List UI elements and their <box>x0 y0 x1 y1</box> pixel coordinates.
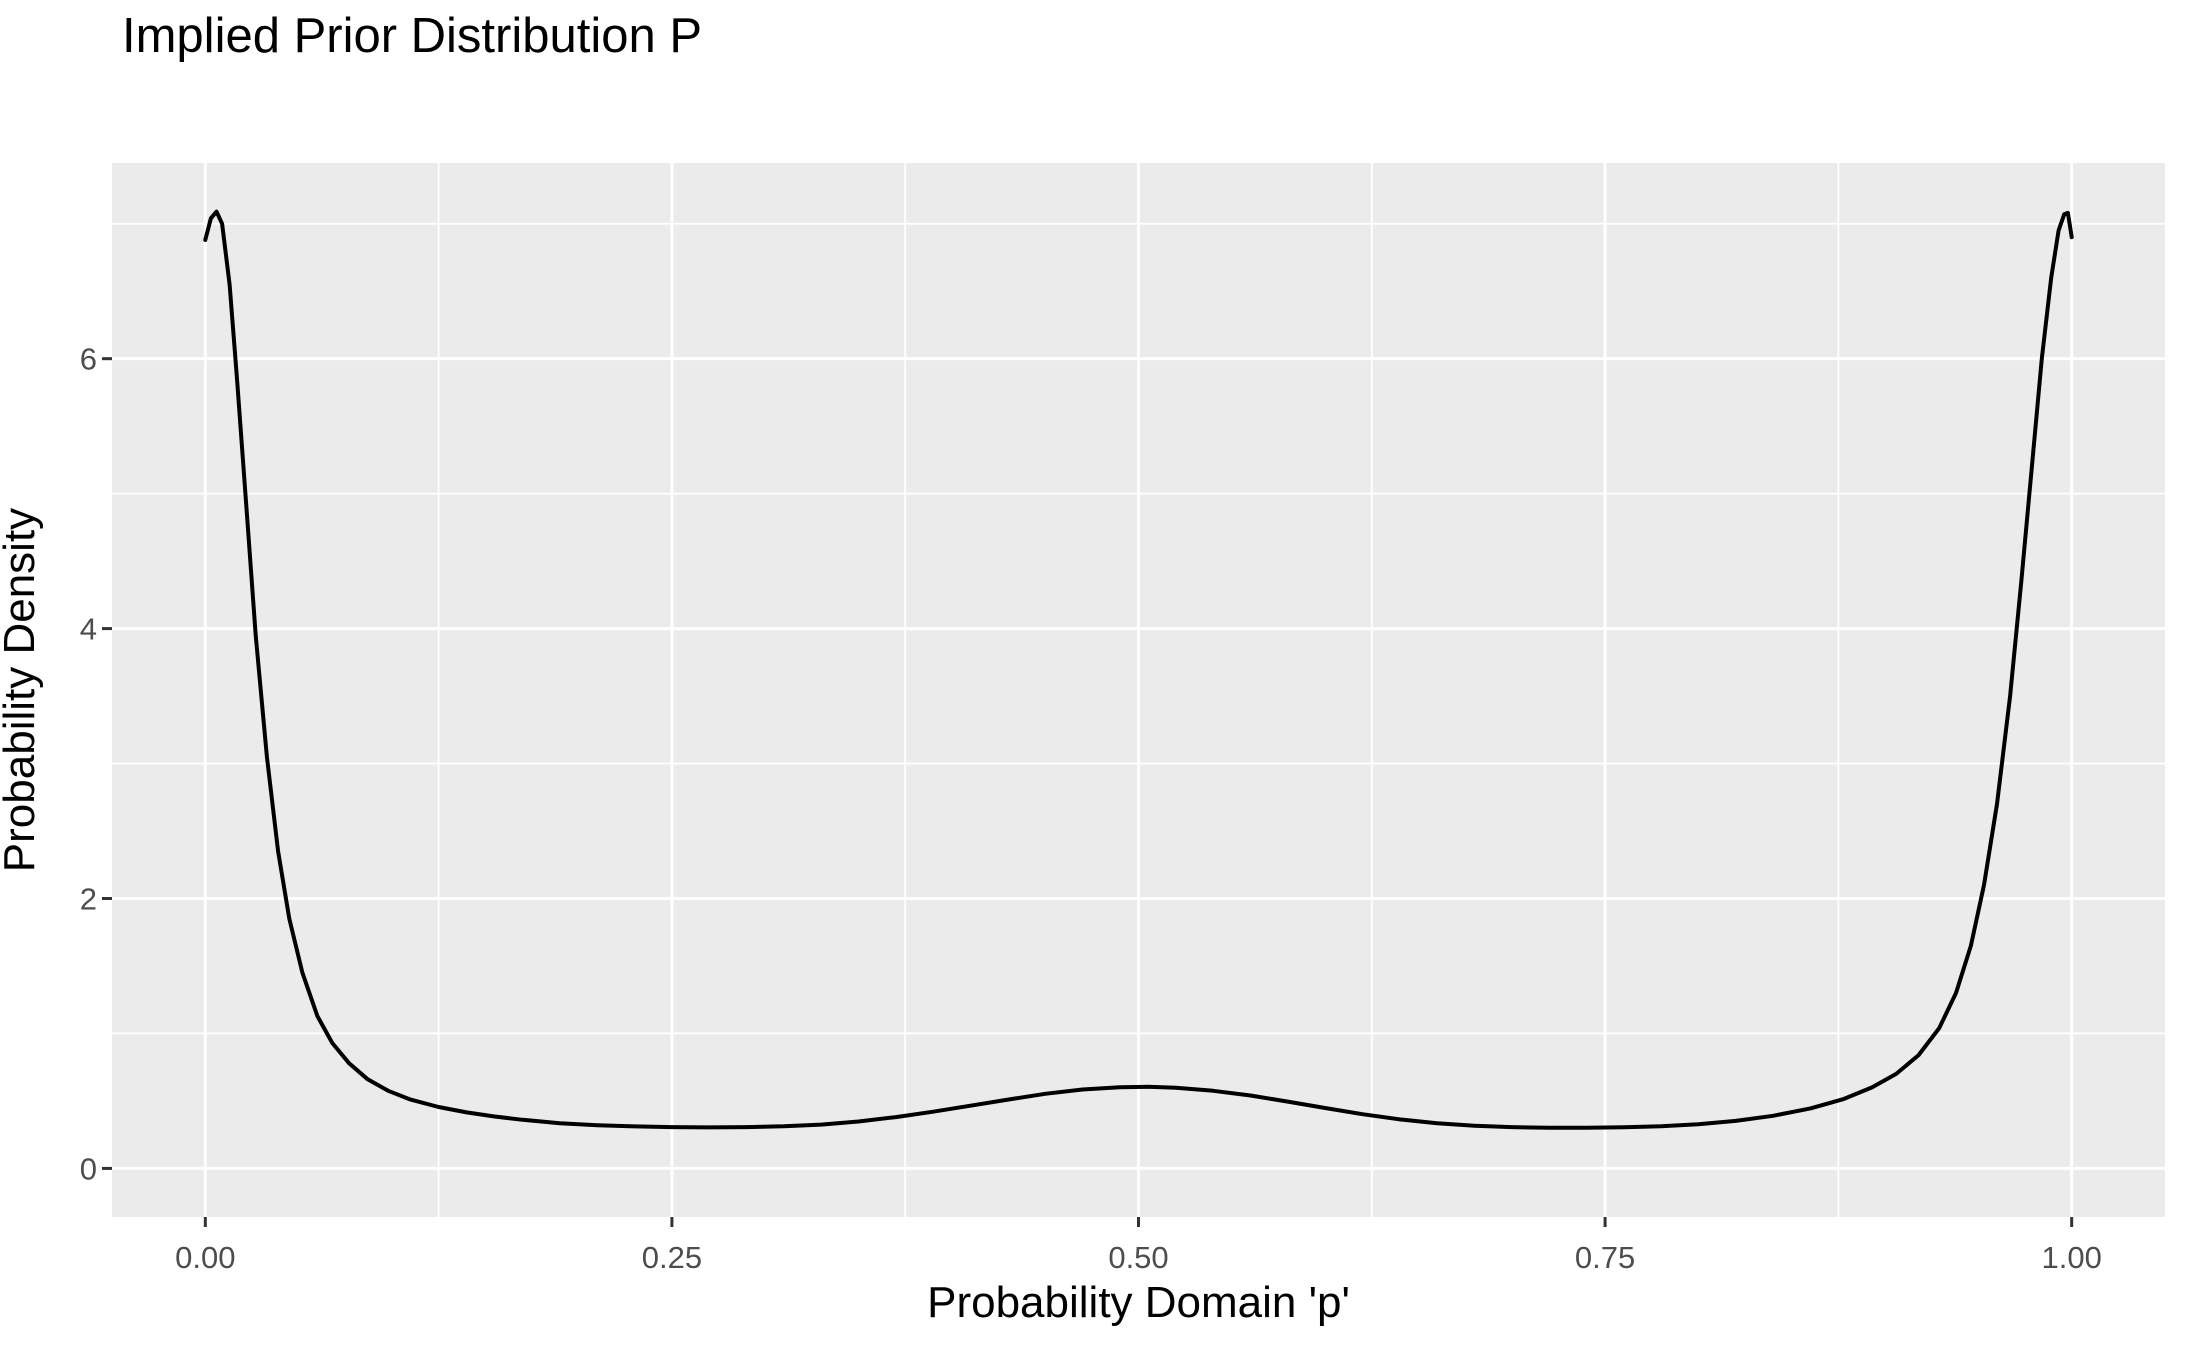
x-tick-label: 0.25 <box>642 1240 702 1275</box>
plot-title: Implied Prior Distribution P <box>122 9 703 63</box>
density-curve <box>203 209 2074 1130</box>
x-axis-title-wrap: Probability Domain 'p' <box>0 1278 2187 1328</box>
x-tick-label: 0.00 <box>175 1240 235 1275</box>
y-tick-label: 6 <box>80 342 97 377</box>
x-tick-label: 0.50 <box>1108 1240 1168 1275</box>
x-tick-label: 0.75 <box>1575 1240 1635 1275</box>
y-tick-label: 2 <box>80 882 97 917</box>
y-tick-label: 0 <box>80 1151 97 1186</box>
x-axis-title: Probability Domain 'p' <box>927 1278 1350 1327</box>
y-tick-label: 4 <box>80 612 97 647</box>
x-tick-label: 1.00 <box>2042 1240 2102 1275</box>
